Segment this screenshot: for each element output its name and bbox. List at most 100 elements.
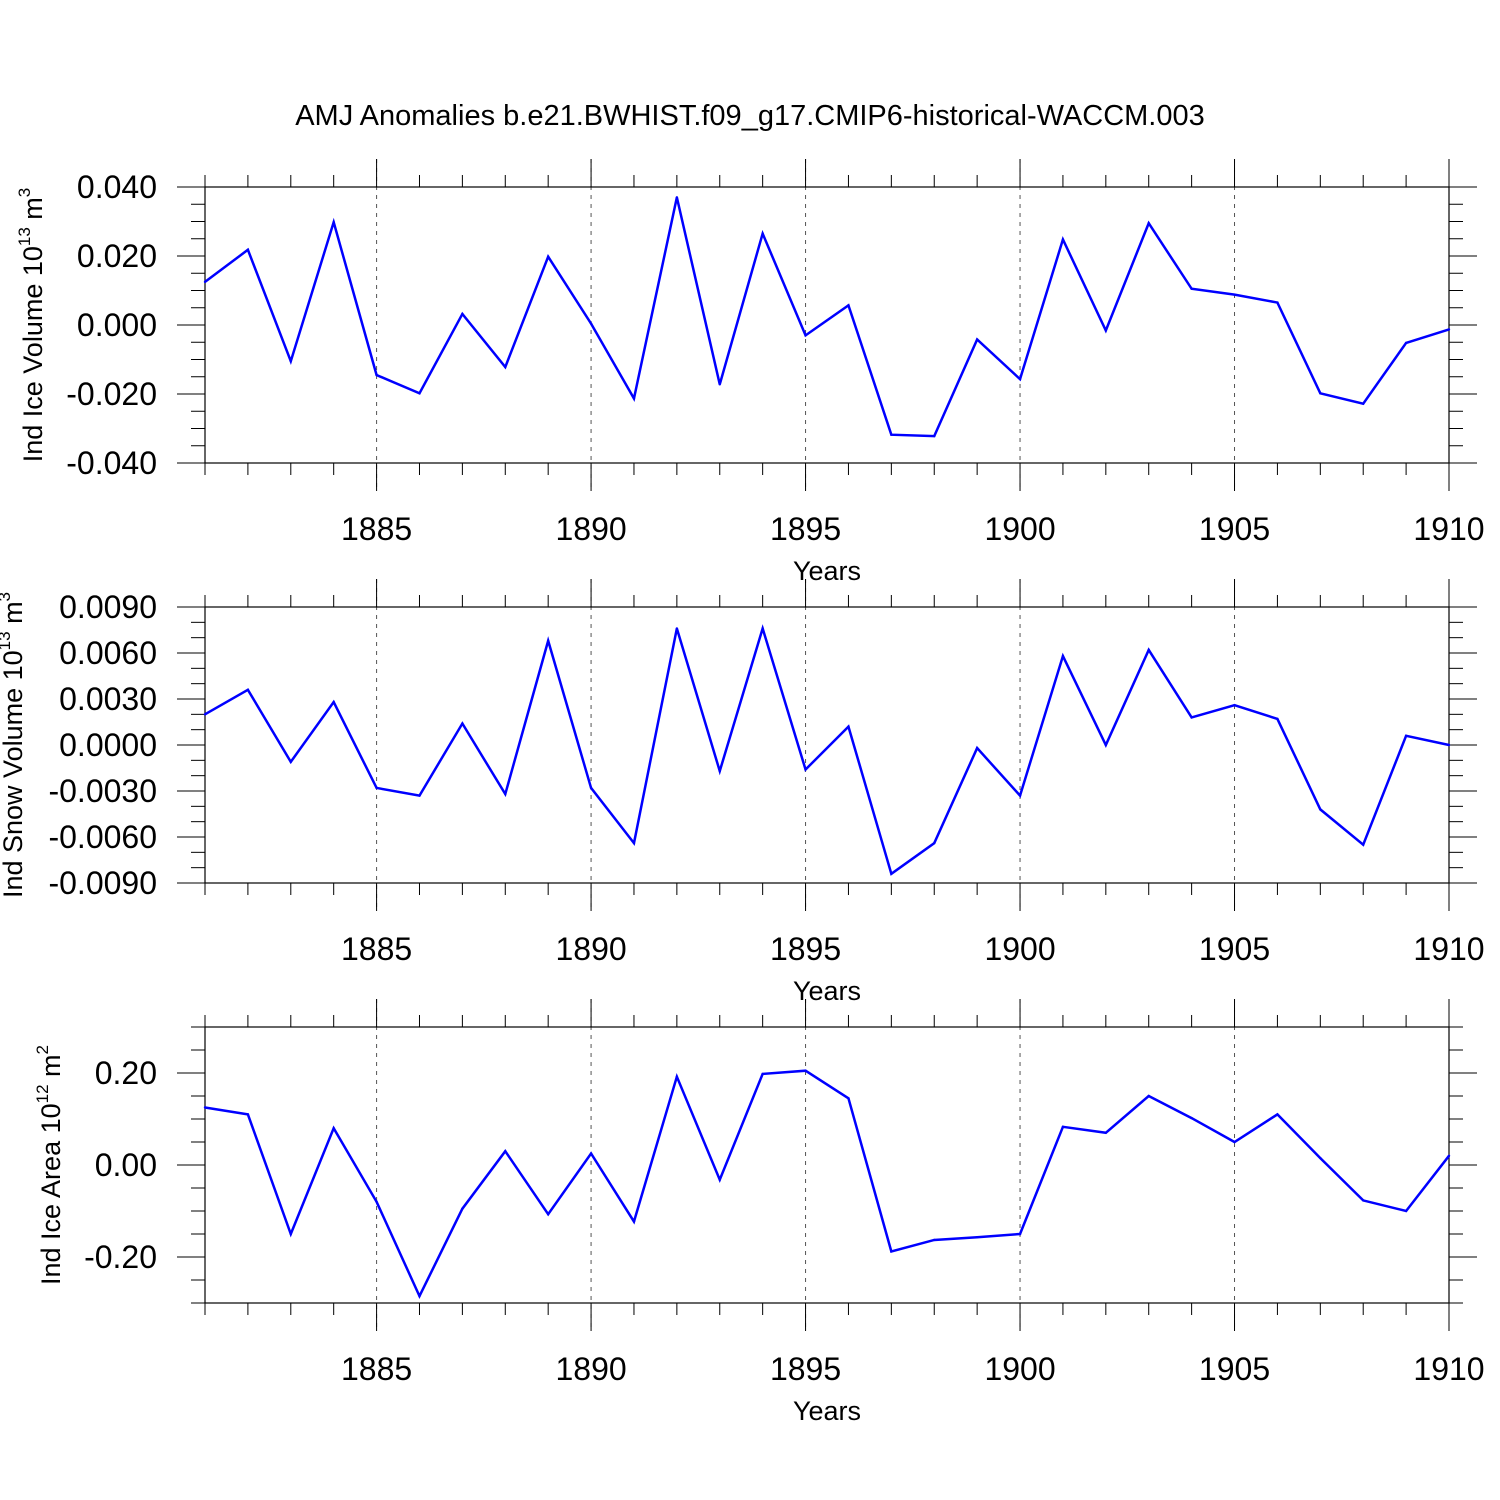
ice-area-data-point	[1319, 1156, 1322, 1160]
ice-area-data-point	[504, 1150, 507, 1153]
ice-volume-data-point	[847, 304, 850, 307]
ice-area-data-point	[589, 1152, 593, 1155]
ice-volume-data-point	[804, 334, 807, 337]
ice-area-y-tick-label: 0.00	[95, 1147, 157, 1183]
ice-area-data-point	[1190, 1116, 1193, 1120]
ice-volume-data-point	[461, 312, 464, 316]
snow-volume-series-line	[204, 624, 1450, 876]
snow-volume-x-tick-label: 1910	[1413, 931, 1484, 967]
ice-volume-data-point	[1018, 377, 1022, 381]
snow-volume-data-point	[289, 760, 292, 764]
ice-volume-y-tick-label: -0.020	[66, 376, 157, 412]
ice-volume-series-line	[204, 197, 1450, 438]
ice-area-data-point	[1018, 1232, 1022, 1236]
ice-volume-x-axis-label: Years	[793, 556, 861, 586]
snow-volume-data-point	[203, 713, 207, 716]
snow-volume-y-tick-label: -0.0060	[48, 819, 157, 855]
ice-volume-data-point	[890, 433, 893, 436]
snow-volume-data-point	[332, 700, 335, 704]
ice-volume-data-point	[375, 373, 378, 377]
ice-area-data-point	[1233, 1140, 1236, 1144]
snow-volume-data-point	[418, 794, 421, 797]
ice-area-data-point	[332, 1127, 335, 1130]
ice-area-data-point	[1276, 1113, 1279, 1116]
ice-area-data-point	[1404, 1209, 1408, 1213]
ice-volume-y-tick-label: 0.020	[77, 238, 157, 274]
ice-volume-x-tick-label: 1900	[984, 511, 1055, 547]
ice-area-data-point	[1447, 1154, 1451, 1158]
ice-area-series-line	[204, 1069, 1450, 1300]
snow-volume-data-point	[761, 627, 764, 630]
ice-area-data-point	[761, 1072, 764, 1076]
ice-volume-data-point	[504, 365, 507, 369]
snow-volume-y-tick-label: -0.0030	[48, 773, 157, 809]
ice-area-x-tick-label: 1905	[1199, 1351, 1270, 1387]
ice-area-data-point	[1104, 1131, 1108, 1135]
snow-volume-data-point	[933, 841, 936, 845]
ice-area-data-point	[461, 1207, 464, 1210]
figure-title: AMJ Anomalies b.e21.BWHIST.f09_g17.CMIP6…	[295, 100, 1205, 132]
ice-volume-data-point	[589, 322, 593, 325]
ice-volume-x-tick-label: 1885	[341, 511, 412, 547]
snow-volume-y-tick-label: 0.0060	[59, 635, 157, 671]
ice-area-data-point	[375, 1200, 378, 1204]
ice-area-y-tick-label: -0.20	[84, 1239, 157, 1275]
ice-volume-data-point	[1147, 222, 1150, 225]
ice-area-x-axis-label: Years	[793, 1396, 861, 1426]
snow-volume-data-point	[1276, 717, 1279, 721]
ice-volume-data-point	[632, 397, 636, 400]
ice-area-data-point	[933, 1238, 936, 1242]
ice-volume-data-point	[1404, 341, 1408, 345]
ice-volume-x-tick-label: 1905	[1199, 511, 1270, 547]
snow-volume-data-point	[1319, 808, 1322, 811]
snow-volume-data-point	[1190, 716, 1193, 719]
ice-volume-data-point	[546, 255, 550, 258]
ice-volume-data-point	[203, 280, 207, 284]
ice-volume-x-tick-label: 1890	[555, 511, 626, 547]
snow-volume-x-tick-label: 1905	[1199, 931, 1270, 967]
ice-area-y-tick-label: 0.20	[95, 1055, 157, 1091]
snow-volume-x-tick-label: 1900	[984, 931, 1055, 967]
snow-volume-data-point	[246, 688, 250, 691]
ice-area-data-point	[246, 1113, 250, 1116]
snow-volume-y-tick-label: 0.0090	[59, 589, 157, 625]
ice-area-x-tick-label: 1910	[1413, 1351, 1484, 1387]
ice-area-data-point	[203, 1106, 207, 1109]
ice-area-x-tick-label: 1895	[770, 1351, 841, 1387]
ice-volume-data-point	[675, 196, 679, 199]
snow-volume-data-point	[375, 786, 378, 790]
ice-volume-data-point	[933, 434, 936, 438]
ice-volume-panel: -0.040 -0.020 0.000 0.020 0.040 1885 1890 1895 1…	[15, 159, 1485, 586]
ice-area-data-point	[804, 1069, 807, 1072]
ice-area-data-point	[1061, 1125, 1065, 1129]
snow-volume-data-point	[804, 768, 807, 771]
ice-area-data-point	[847, 1097, 850, 1100]
ice-area-data-point	[1362, 1199, 1365, 1202]
ice-volume-x-tick-label: 1910	[1413, 511, 1484, 547]
ice-volume-data-point	[1190, 287, 1193, 290]
ice-volume-data-point	[1447, 328, 1451, 331]
ice-area-data-point	[975, 1236, 979, 1239]
snow-volume-data-point	[1404, 734, 1408, 737]
ice-volume-data-point	[1362, 402, 1365, 405]
ice-area-x-tick-label: 1885	[341, 1351, 412, 1387]
ice-volume-data-point	[1104, 329, 1108, 332]
ice-volume-x-tick-label: 1895	[770, 511, 841, 547]
ice-area-data-point	[289, 1232, 292, 1236]
snow-volume-data-point	[632, 841, 636, 845]
ice-area-x-tick-label: 1900	[984, 1351, 1055, 1387]
ice-volume-y-tick-label: 0.000	[77, 307, 157, 343]
snow-volume-data-point	[1104, 743, 1108, 747]
snow-volume-data-point	[890, 872, 893, 875]
ice-volume-data-point	[1276, 301, 1279, 304]
ice-area-panel: -0.20 0.00 0.20 1885 1890 1895 1900 1905 1910 Yea…	[33, 999, 1485, 1426]
snow-volume-data-point	[461, 722, 464, 725]
snow-volume-y-tick-label: 0.0030	[59, 681, 157, 717]
ice-volume-data-point	[1233, 293, 1236, 296]
ice-volume-data-point	[246, 248, 250, 251]
snow-volume-data-point	[1061, 654, 1065, 658]
snow-volume-data-point	[718, 769, 721, 773]
ice-volume-data-point	[1061, 238, 1065, 241]
ice-area-data-point	[675, 1075, 679, 1078]
snow-volume-x-tick-label: 1895	[770, 931, 841, 967]
